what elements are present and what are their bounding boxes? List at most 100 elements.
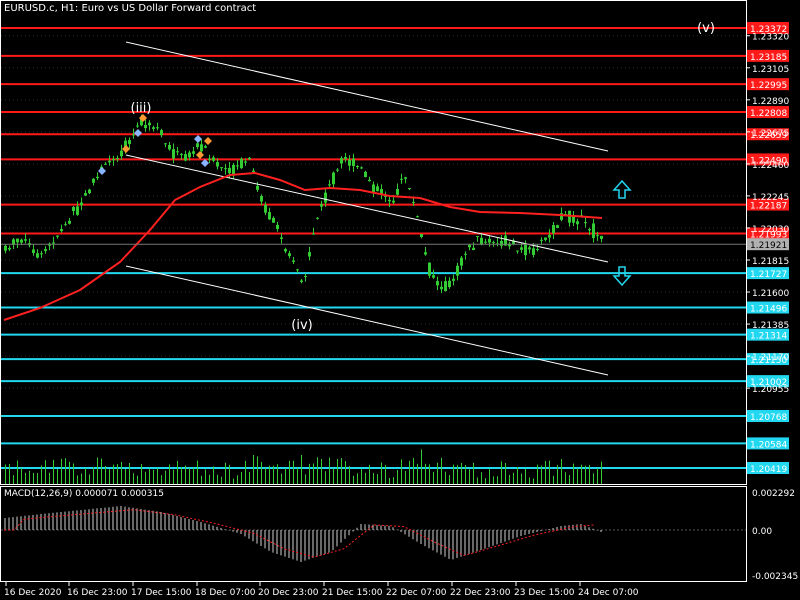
candle-body xyxy=(340,158,343,164)
candle-body xyxy=(524,244,527,256)
candle-body xyxy=(320,204,323,207)
level-label: 1.22808 xyxy=(750,109,787,119)
price-tick-label: 1.21170 xyxy=(752,353,789,363)
candle-body xyxy=(452,278,455,281)
candle-body xyxy=(492,242,495,244)
candle-body xyxy=(584,222,587,224)
candle-body xyxy=(224,168,227,170)
volume-bar xyxy=(161,475,162,484)
chart-title: EURUSD.c, H1: Euro vs US Dollar Forward … xyxy=(4,3,256,14)
wave-label-iii: (iii) xyxy=(131,101,152,116)
level-tag xyxy=(747,375,789,388)
candle-body xyxy=(444,281,447,292)
candle-body xyxy=(448,280,451,288)
volume-bar xyxy=(349,466,350,484)
volume-bar xyxy=(373,473,374,484)
volume-bar xyxy=(405,470,406,484)
candle-body xyxy=(392,200,395,203)
candle-body xyxy=(324,192,327,203)
candle-body xyxy=(476,236,479,238)
candle-body xyxy=(480,237,483,245)
level-label: 1.23185 xyxy=(750,53,787,63)
candle-body xyxy=(244,161,247,163)
volume-bar xyxy=(5,464,6,484)
channel-upper-line[interactable] xyxy=(125,41,609,152)
candle-body xyxy=(124,140,127,150)
candle-body xyxy=(316,217,319,219)
candle-body xyxy=(40,253,43,255)
level-label: 1.20419 xyxy=(750,465,787,475)
volume-bar xyxy=(517,467,518,484)
candle-body xyxy=(136,125,139,127)
volume-bar xyxy=(301,454,302,484)
volume-bar xyxy=(529,477,530,484)
candle-body xyxy=(464,253,467,255)
volume-bar xyxy=(601,461,602,484)
candle-body xyxy=(68,220,71,224)
macd-histogram xyxy=(4,506,602,562)
volume-bar xyxy=(449,475,450,484)
volume-bar xyxy=(205,469,206,484)
volume-bar xyxy=(9,463,10,484)
candle-body xyxy=(180,153,183,155)
candle-body xyxy=(308,252,311,257)
volume-bar xyxy=(125,468,126,484)
volume-bar xyxy=(569,475,570,484)
fractal-marker xyxy=(134,129,142,137)
volume-bar xyxy=(201,475,202,484)
candle-body xyxy=(484,241,487,243)
candle-body xyxy=(128,140,131,145)
volume-bar xyxy=(13,475,14,484)
candle-body xyxy=(296,269,299,271)
candle-body xyxy=(112,158,115,161)
volume-bar xyxy=(273,465,274,484)
time-tick-label: 16 Dec 23:00 xyxy=(67,588,128,598)
volume-bar xyxy=(597,467,598,484)
volume-bar xyxy=(297,467,298,484)
volume-bar xyxy=(213,466,214,484)
wave-label-v: (v) xyxy=(697,21,715,36)
candle-body xyxy=(252,170,255,172)
volume-bar xyxy=(433,471,434,484)
volume-bar xyxy=(493,476,494,484)
candle-body xyxy=(168,144,171,150)
candle-body xyxy=(164,143,167,145)
volume-bar xyxy=(505,463,506,484)
candle-body xyxy=(540,239,543,241)
fractal-marker xyxy=(201,159,209,167)
candle-body xyxy=(196,143,199,148)
volume-bar xyxy=(53,459,54,484)
candle-body xyxy=(16,238,19,243)
volume-bar xyxy=(381,462,382,484)
volume-bar xyxy=(77,475,78,484)
trend-channel[interactable] xyxy=(125,41,609,376)
candles xyxy=(4,114,603,294)
volume-bar xyxy=(581,464,582,484)
volume-bars xyxy=(5,449,602,484)
level-label: 1.21727 xyxy=(750,270,787,280)
volume-bar xyxy=(197,460,198,484)
channel-middle-line[interactable] xyxy=(125,154,609,263)
volume-bar xyxy=(245,460,246,484)
horizontal-levels[interactable] xyxy=(1,27,746,469)
moving-average-line xyxy=(3,171,603,321)
candle-body xyxy=(20,239,23,243)
level-tag xyxy=(747,78,789,91)
candle-body xyxy=(576,221,579,225)
volume-bar xyxy=(265,467,266,484)
candle-body xyxy=(268,212,271,220)
candle-body xyxy=(332,172,335,185)
channel-lower-line[interactable] xyxy=(125,265,609,376)
macd-title: MACD(12,26,9) 0.000071 0.000315 xyxy=(4,489,164,499)
candle-body xyxy=(132,134,135,136)
fractal-marker xyxy=(98,167,106,175)
volume-bar xyxy=(169,464,170,484)
candle-body xyxy=(76,206,79,215)
price-tick-label: 1.22245 xyxy=(752,193,789,203)
candle-body xyxy=(172,149,175,159)
candle-body xyxy=(360,167,363,169)
candle-body xyxy=(156,127,159,129)
time-tick-label: 22 Dec 07:00 xyxy=(386,588,447,598)
candle-body xyxy=(188,152,191,158)
